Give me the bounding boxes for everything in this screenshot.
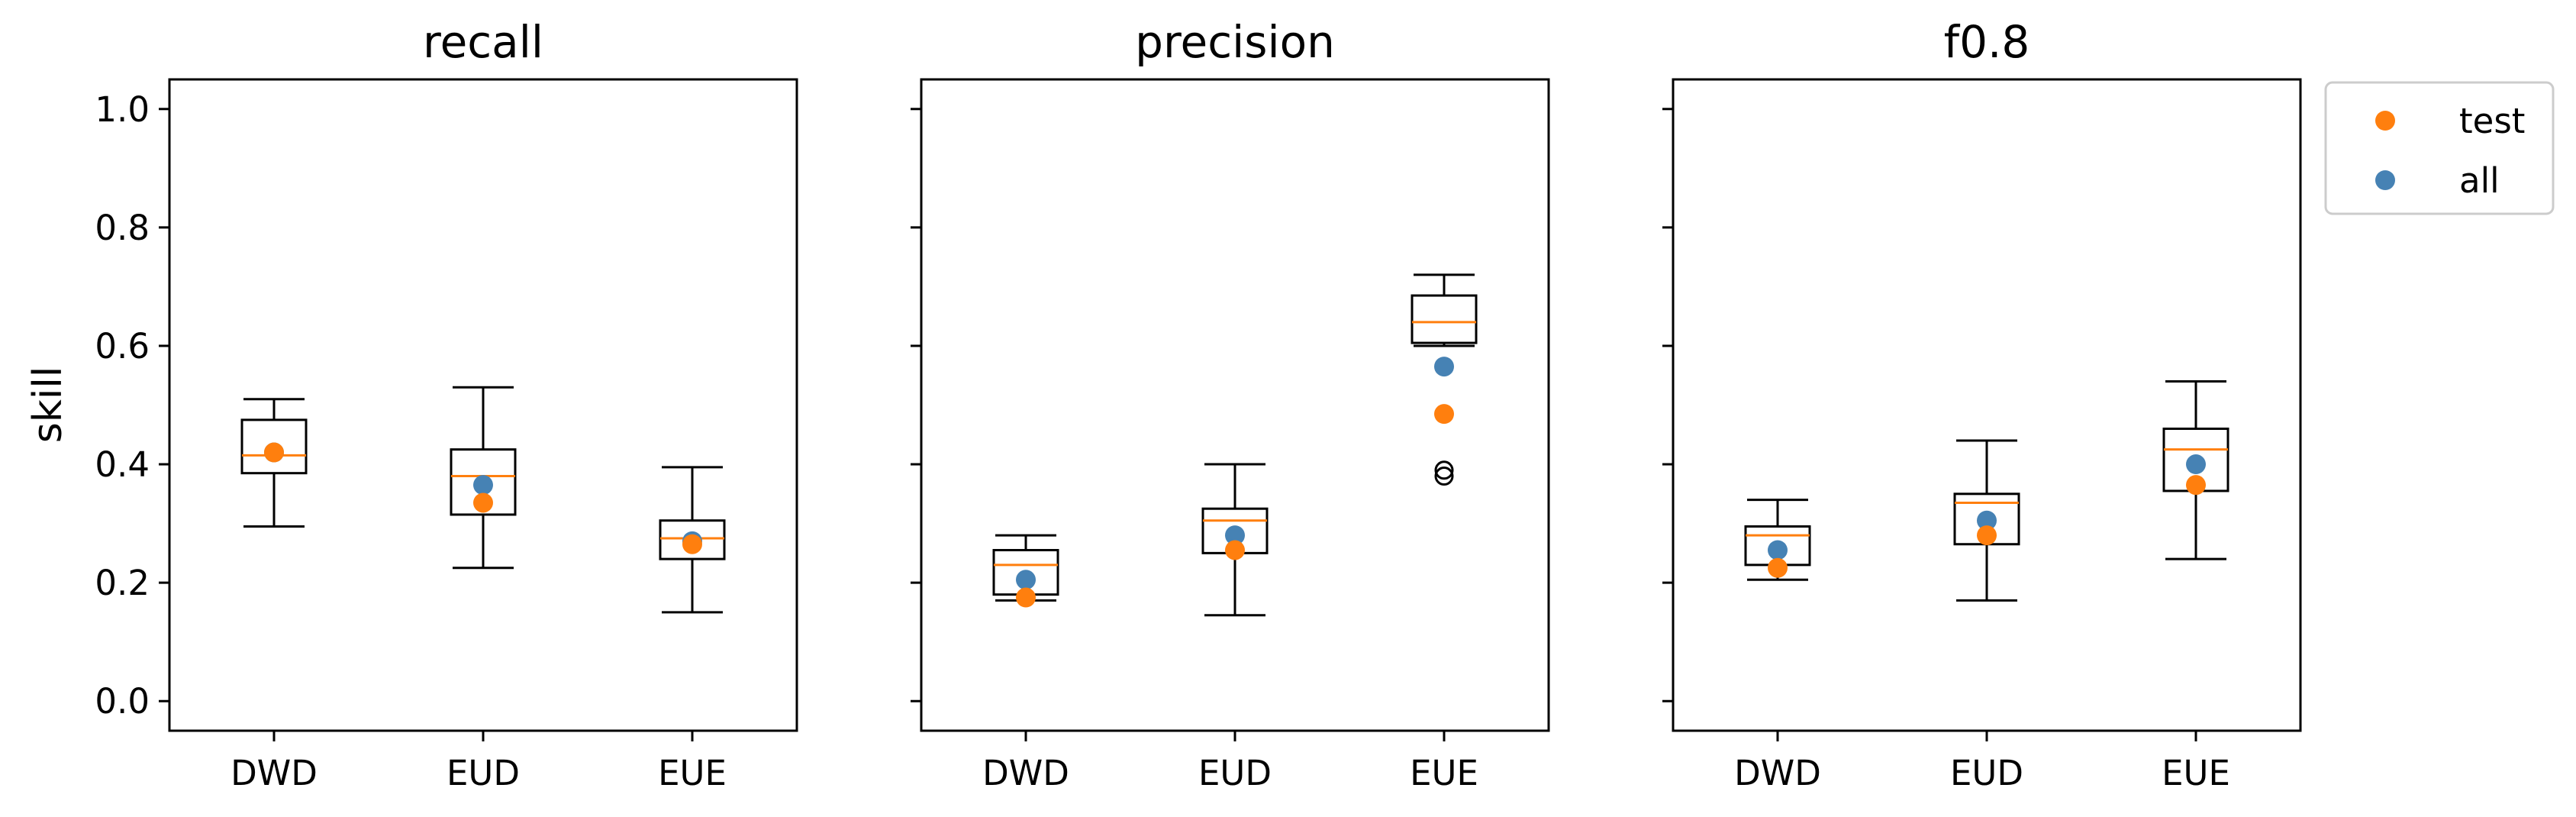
x-tick-label-1-0: DWD [982,753,1069,793]
panel-frame-1 [920,78,1550,732]
y-axis-label: skill [25,367,71,444]
x-tick-label-0-0: DWD [231,753,318,793]
x-tick-label-2-1: EUD [1950,753,2023,793]
box-2-0-all-point [1768,540,1788,560]
y-tick-label-0: 0.0 [95,681,150,722]
x-tick-label-0-1: EUD [447,753,520,793]
x-tick-label-0-2: EUE [658,753,727,793]
box-1-2-outlier-0 [1434,460,1454,480]
box-1-2-outlier-1 [1434,467,1454,486]
panel-frame-2 [1672,78,2302,732]
box-1-0-test-point [1016,587,1036,608]
box-0-1-rect [450,448,517,516]
legend-label-test: test [2459,101,2525,141]
y-tick-label-3: 0.6 [95,326,150,367]
box-0-0-test-point [264,442,284,463]
legend-marker-all [2375,170,2395,190]
x-tick-label-1-1: EUD [1198,753,1272,793]
box-2-2-test-point [2186,475,2206,496]
box-2-0-test-point [1768,557,1788,578]
panel-title-0: recall [423,16,543,68]
x-tick-label-2-2: EUE [2162,753,2230,793]
box-1-0-all-point [1016,570,1036,590]
legend-marker-test [2375,111,2395,131]
box-1-1-all-point [1225,525,1245,546]
panel-title-1: precision [1135,16,1335,68]
box-0-0-rect [240,418,308,475]
box-1-2-all-point [1434,357,1454,377]
box-0-1-test-point [473,492,493,513]
x-tick-label-1-2: EUE [1410,753,1478,793]
box-0-2-test-point [682,534,702,554]
y-tick-label-2: 0.4 [95,444,150,485]
box-0-2-rect [659,519,726,560]
box-2-1-all-point [1977,510,1997,531]
y-tick-label-4: 0.8 [95,208,150,248]
box-2-1-test-point [1977,525,1997,546]
box-1-1-test-point [1225,540,1245,560]
y-tick-label-1: 0.2 [95,563,150,603]
x-tick-label-2-0: DWD [1734,753,1821,793]
box-1-2-rect [1411,294,1478,344]
y-tick-label-5: 1.0 [95,89,150,130]
legend-label-all: all [2459,160,2500,201]
box-0-1-all-point [473,475,493,496]
panel-title-2: f0.8 [1944,16,2030,68]
box-2-2-all-point [2186,454,2206,475]
box-1-2-test-point [1434,404,1454,425]
panel-frame-0 [168,78,798,732]
